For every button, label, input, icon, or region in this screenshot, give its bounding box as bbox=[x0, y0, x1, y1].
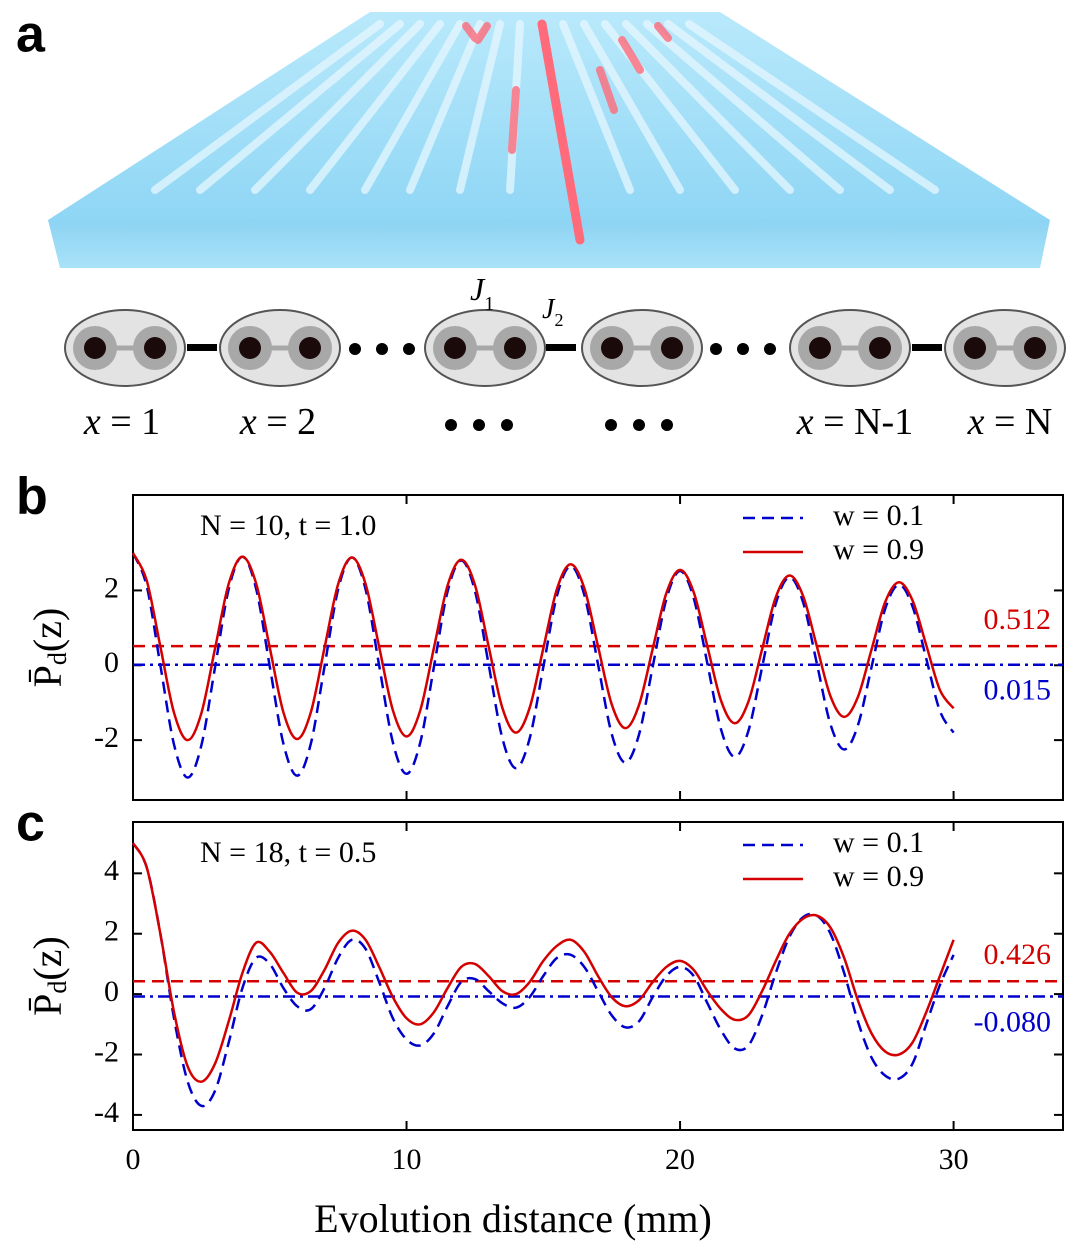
y-axis-label-part: (z) bbox=[25, 608, 70, 652]
site bbox=[1024, 337, 1046, 359]
site bbox=[661, 337, 683, 359]
legend-label: w = 0.1 bbox=[833, 499, 924, 532]
coupling-j1: J1 bbox=[470, 271, 494, 314]
x-tick-label: 0 bbox=[126, 1143, 141, 1176]
site bbox=[299, 337, 321, 359]
plot-frame bbox=[132, 821, 1064, 1131]
y-axis-label: P̄d(z) bbox=[25, 608, 72, 688]
panel-label: b bbox=[16, 468, 48, 526]
site bbox=[869, 337, 891, 359]
site-label: x = 1 bbox=[83, 401, 160, 443]
unit-cell bbox=[64, 309, 186, 387]
chip-top bbox=[48, 12, 1050, 220]
y-axis-label-part: (z) bbox=[25, 936, 70, 980]
y-tick-label: 4 bbox=[104, 854, 119, 887]
site bbox=[601, 337, 623, 359]
site bbox=[444, 337, 466, 359]
dimer-chain bbox=[64, 309, 1066, 431]
y-axis-label-part: P̄ bbox=[25, 994, 70, 1016]
site bbox=[809, 337, 831, 359]
panel-label: c bbox=[16, 795, 45, 853]
panel: b -2 0 2 P̄d(z) 0.512 0.015 w = 0.1w = 0.9 N = 1… bbox=[16, 468, 1064, 801]
reference-label: -0.080 bbox=[974, 1005, 1052, 1038]
series-line bbox=[131, 552, 955, 779]
y-axis-label-part: d bbox=[43, 652, 72, 665]
y-tick-label: 2 bbox=[104, 571, 119, 604]
y-axis-label: P̄d(z) bbox=[25, 936, 72, 1016]
chip-front bbox=[48, 220, 1050, 268]
unit-cell bbox=[219, 309, 341, 387]
waveguide-chip bbox=[48, 12, 1050, 268]
site bbox=[239, 337, 261, 359]
x-tick-label: 10 bbox=[392, 1143, 422, 1176]
y-axis-label-part: d bbox=[43, 981, 72, 994]
y-tick-label: 0 bbox=[104, 646, 119, 679]
inter-cell-bonds bbox=[187, 344, 942, 351]
x-tick-label: 20 bbox=[665, 1143, 695, 1176]
y-tick-label: 2 bbox=[104, 915, 119, 948]
x-axis-label: Evolution distance (mm) bbox=[314, 1196, 712, 1241]
y-tick-label: -4 bbox=[94, 1096, 119, 1129]
legend-label: w = 0.9 bbox=[833, 860, 924, 893]
site bbox=[84, 337, 106, 359]
unit-cell bbox=[581, 309, 703, 387]
y-axis-label-part: P̄ bbox=[25, 665, 70, 687]
unit-cell bbox=[789, 309, 911, 387]
series-line bbox=[131, 842, 955, 1083]
reference-label: 0.015 bbox=[984, 674, 1052, 707]
site bbox=[964, 337, 986, 359]
y-tick-label: -2 bbox=[94, 1035, 119, 1068]
legend-label: w = 0.9 bbox=[833, 533, 924, 566]
unit-cell bbox=[944, 309, 1066, 387]
waveguides bbox=[151, 20, 939, 194]
reference-label: 0.426 bbox=[984, 938, 1052, 971]
panel-label: a bbox=[16, 6, 46, 64]
light-spread bbox=[462, 22, 672, 154]
annotation: N = 10, t = 1.0 bbox=[200, 509, 376, 542]
panel: c -4 -2 0 2 4 0 10 20 30 Evolution distance (mm) P̄… bbox=[16, 795, 1064, 1241]
unit-cell bbox=[424, 309, 546, 387]
site-label: x = N bbox=[967, 401, 1053, 443]
site bbox=[504, 337, 526, 359]
site-label: x = 2 bbox=[239, 401, 316, 443]
y-tick-label: -2 bbox=[94, 721, 119, 754]
series-line bbox=[131, 842, 955, 1108]
coupling-j2: J2 bbox=[542, 294, 563, 330]
series-line bbox=[131, 552, 955, 742]
plot-frame bbox=[132, 494, 1064, 801]
site bbox=[144, 337, 166, 359]
site-labels: x = 1 x = 2 x = N-1 x = N bbox=[83, 401, 1053, 443]
x-tick-label: 30 bbox=[939, 1143, 969, 1176]
y-tick-label: 0 bbox=[104, 975, 119, 1008]
excited-waveguide bbox=[537, 19, 585, 245]
annotation: N = 18, t = 0.5 bbox=[200, 836, 376, 869]
site-label: x = N-1 bbox=[796, 401, 913, 443]
legend-label: w = 0.1 bbox=[833, 826, 924, 859]
reference-label: 0.512 bbox=[984, 603, 1052, 636]
ellipsis-dots bbox=[349, 343, 776, 431]
